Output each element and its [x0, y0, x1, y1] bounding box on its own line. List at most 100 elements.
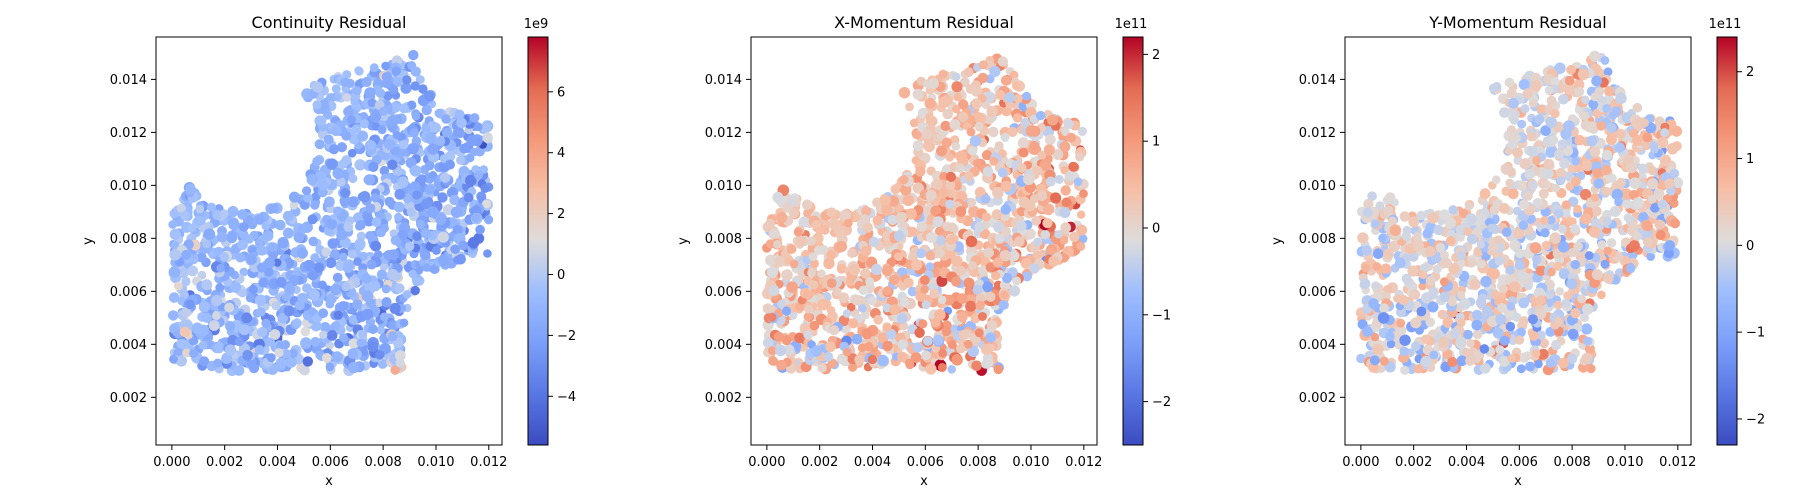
scatter-point: [1657, 199, 1668, 210]
scatter-point: [421, 198, 433, 210]
scatter-point: [1562, 209, 1571, 218]
scatter-point: [399, 318, 409, 328]
scatter-point: [955, 163, 965, 173]
scatter-point: [406, 207, 416, 217]
scatter-point: [336, 229, 348, 241]
scatter-point: [1603, 246, 1612, 256]
scatter-point: [288, 191, 300, 203]
scatter-point: [806, 236, 816, 246]
scatter-point: [285, 356, 297, 368]
scatter-point: [1507, 188, 1519, 200]
y-axis-label: y: [676, 237, 691, 245]
scatter-point: [985, 332, 996, 343]
scatter-point: [1066, 132, 1077, 143]
scatter-point: [374, 250, 383, 259]
scatter-point: [951, 276, 962, 287]
scatter-point: [828, 218, 840, 230]
scatter-point: [276, 341, 285, 351]
scatter-point: [1488, 268, 1500, 280]
scatter-point: [776, 211, 788, 224]
scatter-point: [970, 313, 981, 324]
scatter-point: [912, 88, 924, 100]
scatter-point: [363, 174, 375, 186]
scatter-point: [405, 241, 415, 251]
scatter-point: [336, 177, 346, 187]
scatter-point: [1591, 269, 1603, 281]
y-tick-label: 0.004: [110, 338, 147, 353]
scatter-point: [201, 279, 213, 291]
scatter-point: [997, 167, 1008, 178]
scatter-point: [330, 125, 342, 137]
scatter-point: [829, 325, 840, 336]
scatter-point: [330, 321, 341, 331]
scatter-point: [319, 322, 331, 333]
scatter-point: [1415, 326, 1424, 335]
scatter-point: [1516, 327, 1526, 337]
scatter-point: [347, 148, 357, 158]
scatter-point: [1534, 359, 1543, 369]
scatter-point: [1648, 166, 1658, 176]
scatter-point: [1048, 255, 1060, 267]
scatter-point: [1625, 263, 1636, 274]
x-tick-label: 0.006: [312, 455, 349, 470]
scatter-point: [1427, 301, 1439, 313]
y-tick-label: 0.006: [1299, 285, 1336, 300]
scatter-point: [407, 100, 417, 110]
scatter-point: [1632, 197, 1644, 209]
scatter-point: [938, 295, 947, 305]
scatter-point: [912, 182, 924, 194]
scatter-point: [371, 217, 382, 228]
scatter-point: [1585, 121, 1598, 133]
scatter-point: [387, 114, 400, 127]
scatter-point: [957, 293, 968, 304]
y-tick-label: 0.014: [705, 73, 742, 88]
scatter-point: [972, 159, 982, 168]
scatter-point: [1488, 242, 1499, 253]
scatter-point: [256, 262, 267, 273]
scatter-point: [418, 84, 428, 94]
scatter-point: [946, 234, 957, 245]
scatter-point: [227, 230, 237, 241]
scatter-point: [440, 172, 451, 183]
scatter-point: [951, 255, 963, 267]
scatter-point: [1371, 219, 1380, 229]
scatter-point: [765, 254, 777, 266]
scatter-point: [938, 348, 947, 358]
scatter-point: [169, 228, 181, 240]
x-tick-label: 0.008: [960, 455, 997, 470]
scatter-point: [289, 201, 299, 210]
scatter-point: [994, 233, 1005, 244]
scatter-point: [871, 263, 883, 276]
scatter-point: [1499, 107, 1510, 118]
scatter-point: [389, 85, 399, 95]
scatter-point: [419, 249, 431, 260]
scatter-point: [248, 285, 258, 294]
scatter-point: [1420, 355, 1432, 367]
scatter-point: [358, 329, 368, 340]
scatter-point: [169, 354, 178, 364]
scatter-point: [975, 300, 985, 311]
scatter-point: [274, 348, 284, 358]
scatter-point: [1361, 245, 1373, 256]
scatter-point: [412, 277, 422, 286]
scatter-point: [965, 235, 978, 248]
scatter-point: [391, 66, 401, 76]
scatter-point: [985, 291, 996, 302]
scatter-point: [1383, 248, 1394, 260]
scatter-point: [454, 109, 465, 120]
scatter-point: [198, 340, 208, 350]
scatter-point: [1491, 175, 1501, 185]
scatter-point: [981, 212, 991, 222]
scatter-point: [1059, 141, 1071, 153]
scatter-point: [1541, 240, 1552, 251]
scatter-point: [383, 91, 393, 101]
scatter-point: [1428, 286, 1439, 298]
scatter-point: [832, 287, 842, 297]
scatter-point: [945, 199, 955, 209]
scatter-point: [227, 206, 239, 218]
scatter-point: [1060, 185, 1071, 196]
scatter-point: [327, 238, 339, 249]
scatter-point: [1378, 233, 1387, 243]
scatter-point: [362, 308, 374, 321]
scatter-point: [475, 224, 485, 235]
